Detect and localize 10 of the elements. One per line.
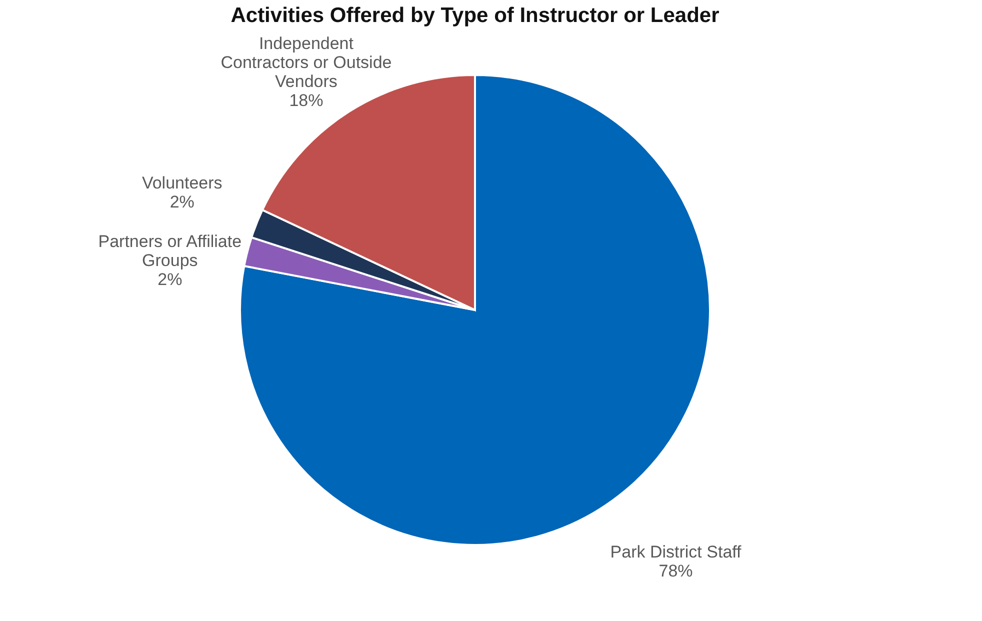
chart-title: Activities Offered by Type of Instructor or Leader bbox=[230, 4, 720, 27]
slice-label: Independent Contractors or Outside Vendors bbox=[220, 34, 392, 92]
data-label: 78% bbox=[658, 562, 693, 581]
data-label: 18% bbox=[289, 91, 324, 110]
slice-label: Partners or Affiliate Groups bbox=[98, 232, 242, 270]
pie-slice bbox=[239, 74, 711, 546]
data-label: 2% bbox=[170, 192, 194, 212]
slice-label: Park District Staff bbox=[610, 542, 742, 562]
slice-label: Volunteers bbox=[142, 174, 222, 193]
data-label: 2% bbox=[158, 270, 182, 290]
